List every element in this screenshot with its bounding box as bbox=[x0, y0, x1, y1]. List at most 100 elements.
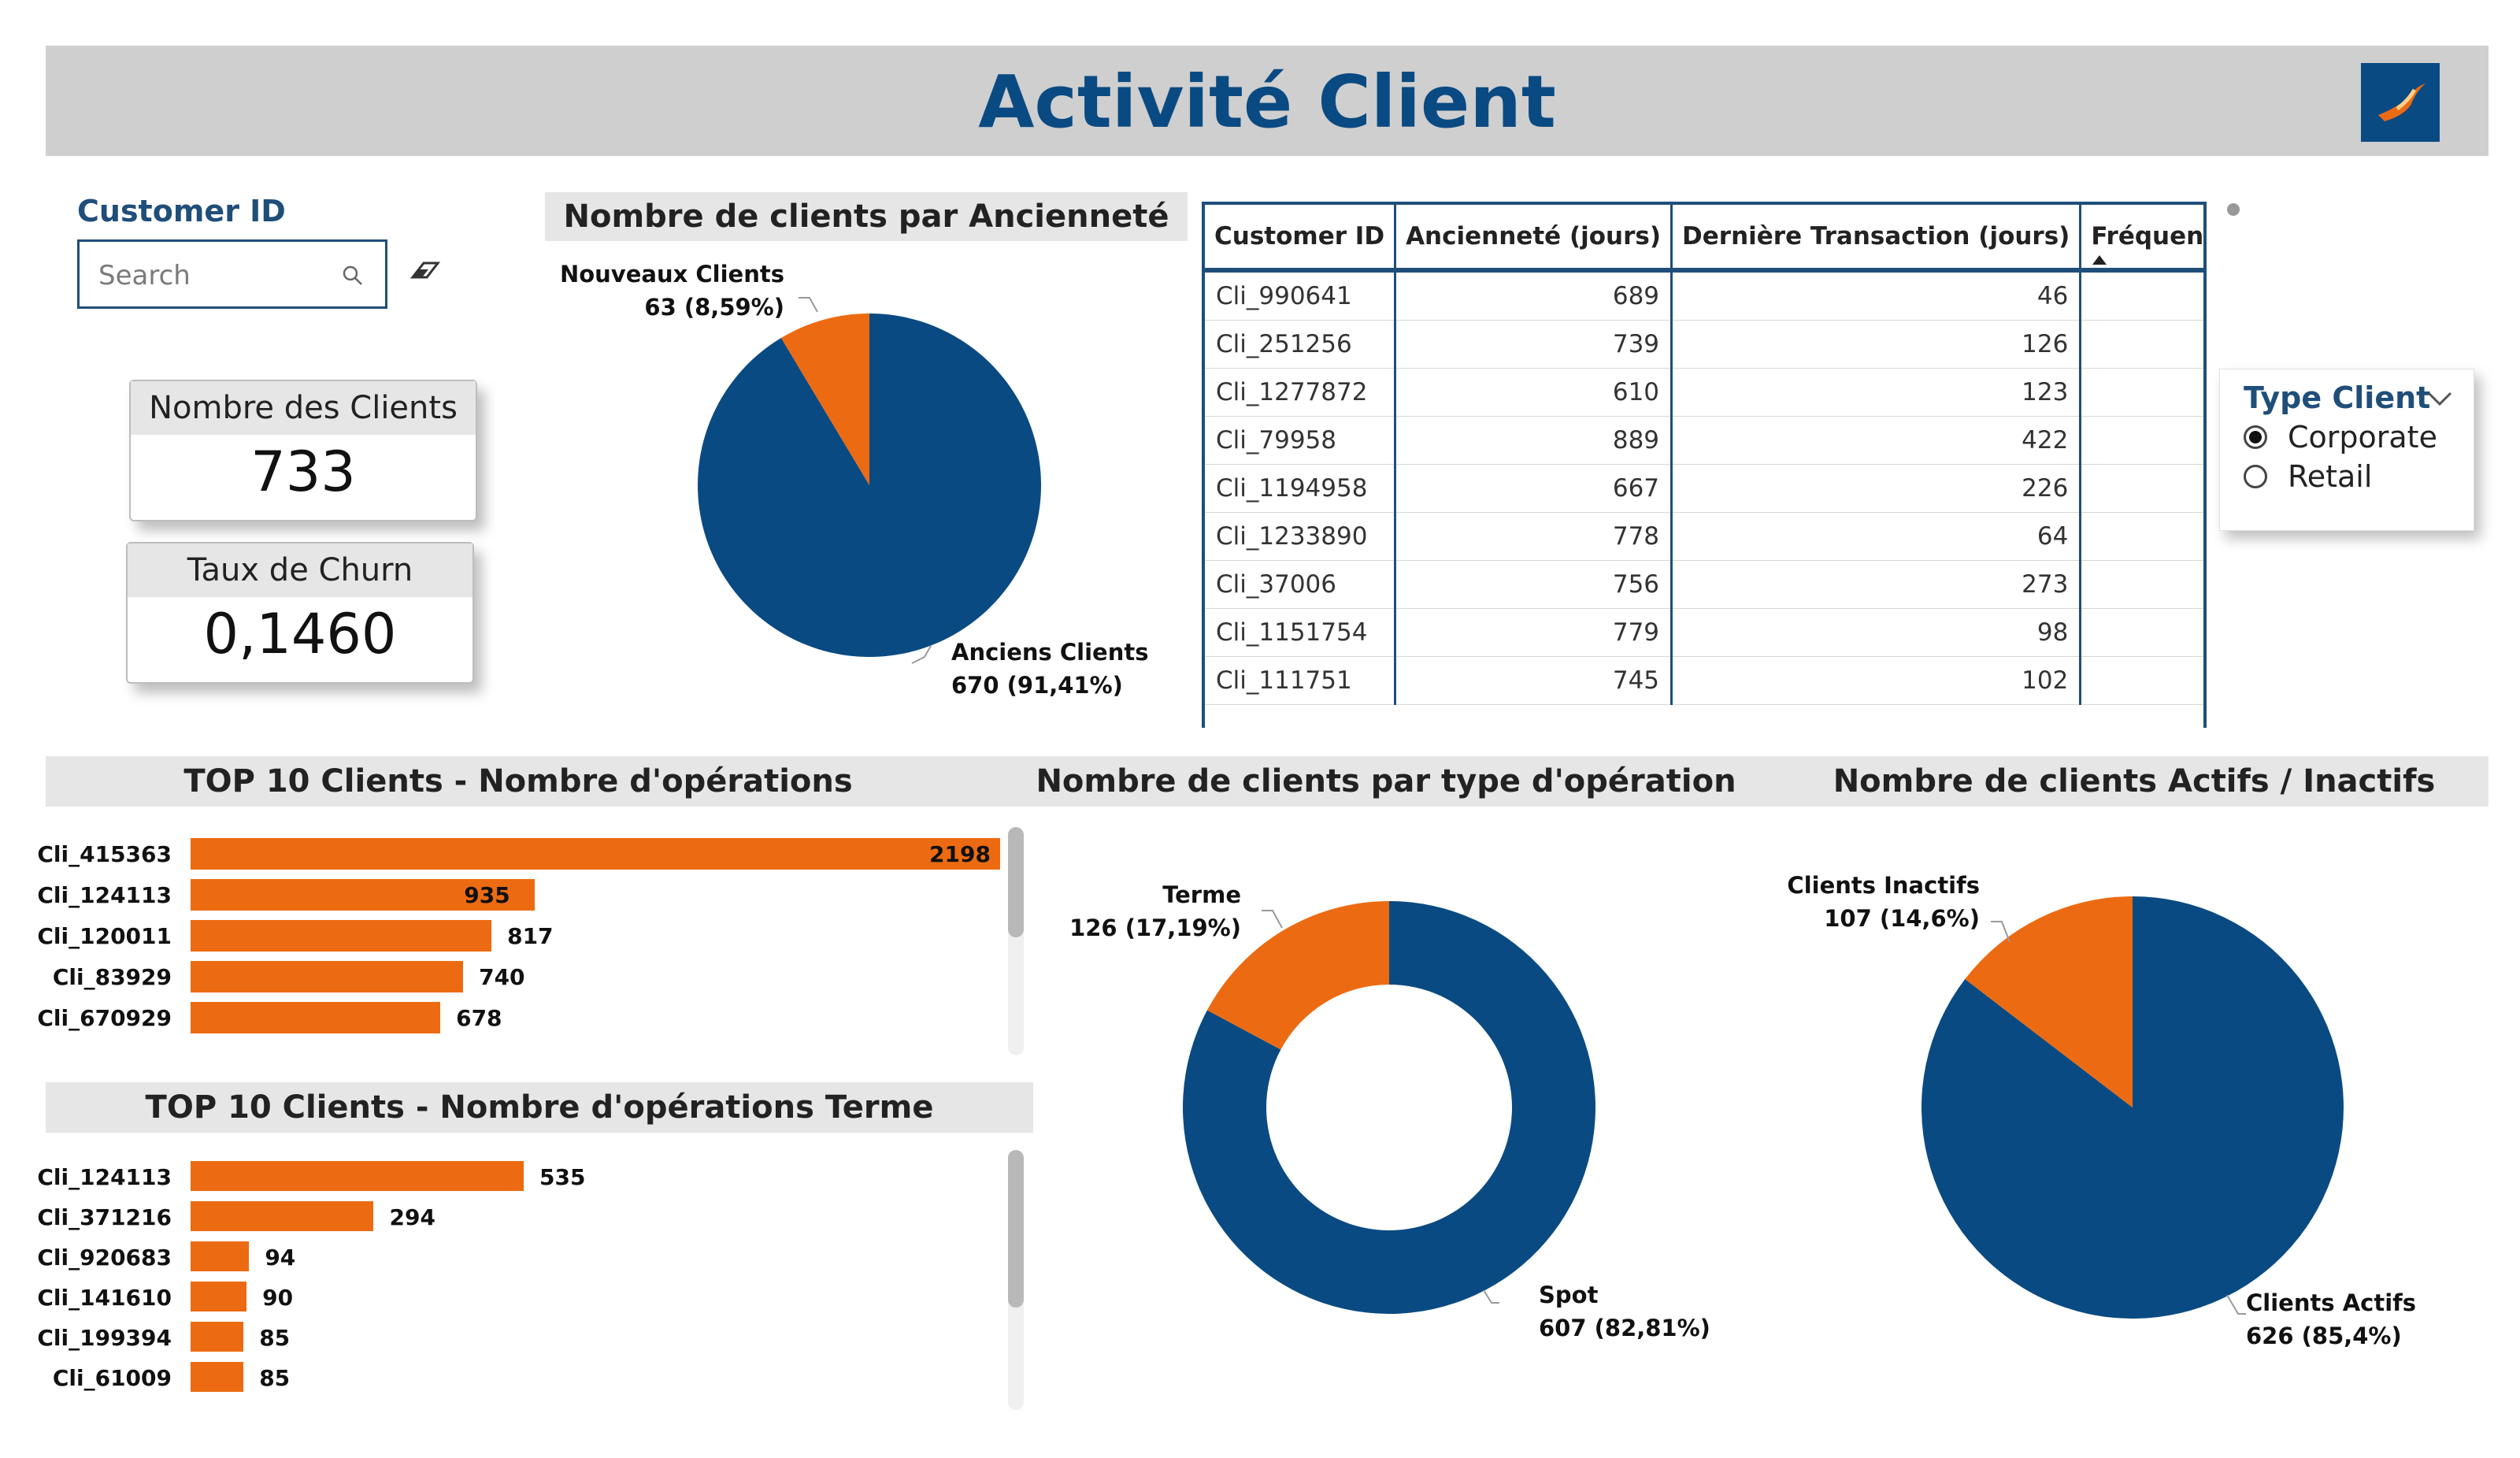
col-header-frequence[interactable]: Fréquence (ops) bbox=[2079, 205, 2204, 273]
option-label: Corporate bbox=[2288, 420, 2437, 454]
table-cell: 756 bbox=[1394, 560, 1672, 609]
bar[interactable] bbox=[191, 1241, 250, 1271]
table-cell: 1,57 bbox=[2079, 608, 2203, 657]
bar-category-label: Cli_120011 bbox=[37, 923, 172, 949]
scrollbar-thumb[interactable] bbox=[1008, 827, 1024, 937]
leader-line bbox=[1483, 1289, 1499, 1304]
table-cell: 226 bbox=[1670, 464, 2081, 513]
scrollbar-thumb[interactable] bbox=[1008, 1150, 1024, 1308]
table-row[interactable]: Cli_11949586672261,50 bbox=[1205, 464, 2203, 513]
table-row[interactable]: Cli_990641689461,09 bbox=[1205, 270, 2203, 321]
table-cell: 64 bbox=[1670, 512, 2081, 561]
bar[interactable] bbox=[191, 1362, 244, 1392]
slice-name-label: Anciens Clients bbox=[951, 639, 1149, 666]
pie-slice-nouveaux-clients[interactable] bbox=[780, 313, 869, 485]
table-cell: 46 bbox=[1670, 270, 2081, 321]
table-cell: 1,41 bbox=[2079, 416, 2203, 465]
table-row[interactable]: Cli_12778726101231,41 bbox=[1205, 368, 2203, 417]
chart-title-top10-ops: TOP 10 Clients - Nombre d'opérations bbox=[183, 763, 853, 799]
col-header-anciennete[interactable]: Ancienneté (jours) bbox=[1394, 205, 1672, 273]
table-row[interactable]: Cli_1233890778641,50 bbox=[1205, 512, 2203, 561]
sort-ascending-icon bbox=[2092, 255, 2107, 265]
leader-line bbox=[1991, 921, 2010, 943]
table-cell: 778 bbox=[1394, 512, 1672, 561]
chart-title-anciennete: Nombre de clients par Ancienneté bbox=[545, 192, 1188, 241]
table-cell: 889 bbox=[1394, 416, 1672, 465]
search-box[interactable] bbox=[77, 239, 387, 309]
table-cell: Cli_1233890 bbox=[1205, 512, 1395, 561]
bar[interactable] bbox=[191, 1282, 247, 1311]
bar-value-label: 678 bbox=[456, 1005, 502, 1031]
bar[interactable] bbox=[191, 1002, 441, 1033]
table-cell: Cli_111751 bbox=[1205, 656, 1395, 705]
bar[interactable] bbox=[191, 1201, 374, 1231]
bar-category-label: Cli_371216 bbox=[37, 1204, 172, 1230]
bottom-title-band bbox=[46, 756, 2488, 807]
table-cell: Cli_990641 bbox=[1205, 270, 1395, 321]
table-cell: Cli_251256 bbox=[1205, 320, 1395, 369]
table-row[interactable]: Cli_2512567391261,14 bbox=[1205, 320, 2203, 369]
table-cell: 739 bbox=[1394, 320, 1672, 369]
kpi-card-churn: Taux de Churn 0,1460 bbox=[126, 542, 474, 684]
bar-value-label: 85 bbox=[259, 1325, 291, 1351]
pie-slice-spot[interactable] bbox=[1183, 901, 1595, 1314]
pie-slice-clients-inactifs[interactable] bbox=[1965, 896, 2133, 1107]
bar-category-label: Cli_61009 bbox=[52, 1365, 172, 1391]
kpi-title: Nombre des Clients bbox=[131, 381, 476, 435]
chart-title-actifs-inactifs: Nombre de clients Actifs / Inactifs bbox=[1833, 763, 2436, 799]
table-cell: 689 bbox=[1394, 270, 1672, 321]
radio-option-retail[interactable]: Retail bbox=[2244, 459, 2372, 494]
leader-line bbox=[911, 645, 932, 664]
table-cell: 667 bbox=[1394, 464, 1672, 513]
pie-slice-terme[interactable] bbox=[1206, 901, 1389, 1050]
bar[interactable] bbox=[191, 879, 536, 911]
radio-unselected-icon[interactable] bbox=[2244, 465, 2267, 488]
search-icon[interactable] bbox=[341, 264, 365, 291]
table-cell: 126 bbox=[1670, 320, 2081, 369]
bar-value-label: 817 bbox=[507, 923, 554, 949]
bar[interactable] bbox=[191, 920, 492, 952]
kpi-title: Taux de Churn bbox=[128, 544, 472, 597]
bar-value-label: 90 bbox=[262, 1285, 294, 1311]
bar[interactable] bbox=[191, 1322, 244, 1352]
logo bbox=[2361, 63, 2440, 142]
kpi-value: 733 bbox=[250, 440, 356, 504]
chevron-down-icon[interactable] bbox=[2426, 390, 2453, 410]
bar-value-label: 535 bbox=[539, 1164, 586, 1190]
col-header-frequence-label: Fréquence (ops) bbox=[2091, 222, 2204, 250]
bar-value-label: 85 bbox=[259, 1365, 291, 1391]
table-cell: 273 bbox=[1670, 560, 2081, 609]
type-client-slicer: Type Client Corporate Retail bbox=[2219, 369, 2474, 531]
table-row[interactable]: Cli_1117517451021,64 bbox=[1205, 656, 2203, 705]
slice-value-label: 670 (91,41%) bbox=[951, 672, 1123, 699]
table-row[interactable]: Cli_370067562731,50 bbox=[1205, 560, 2203, 609]
option-label: Retail bbox=[2288, 459, 2373, 494]
bar[interactable] bbox=[191, 838, 1000, 870]
table-cell: 1,50 bbox=[2079, 512, 2203, 561]
kpi-value: 0,1460 bbox=[203, 602, 397, 666]
donut-chart-type-operation: Spot 607 (82,81%) Terme 126 (17,19%) bbox=[1069, 881, 1710, 1341]
table-cell: 123 bbox=[1670, 368, 2081, 417]
customer-table: Customer ID Ancienneté (jours) Dernière … bbox=[1202, 202, 2207, 728]
table-row[interactable]: Cli_799588894221,41 bbox=[1205, 416, 2203, 465]
bar[interactable] bbox=[191, 961, 464, 992]
bar-value-label: 294 bbox=[389, 1204, 435, 1230]
bar[interactable] bbox=[191, 1161, 524, 1191]
slice-value-label: 607 (82,81%) bbox=[1539, 1315, 1710, 1341]
radio-selected-icon[interactable] bbox=[2244, 425, 2267, 449]
bar-category-label: Cli_83929 bbox=[52, 964, 172, 990]
table-cell: 1,41 bbox=[2079, 368, 2203, 417]
search-input[interactable] bbox=[97, 256, 328, 295]
table-cell: 610 bbox=[1394, 368, 1672, 417]
table-cell: 745 bbox=[1394, 656, 1672, 705]
col-header-customer-id[interactable]: Customer ID bbox=[1205, 205, 1395, 273]
eraser-icon[interactable] bbox=[410, 258, 443, 285]
radio-option-corporate[interactable]: Corporate bbox=[2244, 420, 2437, 454]
table-cell: 422 bbox=[1670, 416, 2081, 465]
table-cell: 1,64 bbox=[2079, 656, 2203, 705]
table-cell: 1,50 bbox=[2079, 560, 2203, 609]
table-row[interactable]: Cli_1151754779981,57 bbox=[1205, 608, 2203, 657]
scroll-indicator[interactable] bbox=[2227, 203, 2240, 216]
col-header-derniere-transaction[interactable]: Dernière Transaction (jours) bbox=[1670, 205, 2081, 273]
slice-value-label: 107 (14,6%) bbox=[1824, 905, 1980, 932]
